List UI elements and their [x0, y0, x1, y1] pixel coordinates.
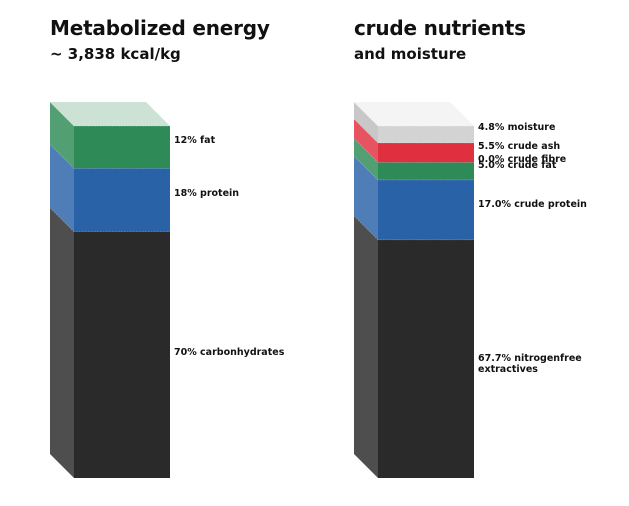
- energy-segment-protein-front: [74, 168, 170, 232]
- energy-label-fat: 12% fat: [174, 135, 216, 146]
- nutrients-bar-top-cap: [354, 102, 474, 126]
- nutrients-stacked-bar: 67.7% nitrogenfree extractives 17.0% crude…: [353, 101, 587, 479]
- nutrients-chart-title: crude nutrients: [354, 16, 526, 40]
- nutrients-label-protein: 17.0% crude protein: [478, 199, 587, 210]
- energy-segment-carbohydrates-side: [50, 207, 74, 478]
- nutrients-label-fibre: 0.0% crude fibre: [478, 154, 566, 165]
- energy-segment-carbohydrates-front: [74, 231, 170, 478]
- nutrients-segment-ash-side: [354, 118, 378, 163]
- energy-segment-fat-side: [50, 102, 74, 169]
- nutrients-label-moisture: 4.8% moisture: [478, 122, 555, 133]
- energy-label-carbohydrates: 70% carbonhydrates: [174, 347, 285, 358]
- nutrients-label-fat: 5.0% crude fat: [478, 160, 557, 171]
- energy-chart-subtitle: ~ 3,838 kcal/kg: [50, 45, 181, 63]
- nutrients-label-ash: 5.5% crude ash: [478, 141, 560, 152]
- nutrients-segment-nitrogenfree: [353, 215, 474, 479]
- energy-bar-top-cap: [50, 102, 170, 126]
- nutrients-segment-fat-front: [378, 162, 474, 180]
- energy-chart-title: Metabolized energy: [50, 16, 270, 40]
- nutrients-segment-moisture-side: [354, 102, 378, 143]
- nutrients-segment-nitrogenfree-front: [378, 239, 474, 478]
- nutrients-segment-ash-front: [378, 142, 474, 163]
- nutrients-label-nitrogenfree: 67.7% nitrogenfree extractives: [478, 353, 582, 375]
- nutrients-chart-subtitle: and moisture: [354, 45, 467, 63]
- nutrients-segment-protein-front: [378, 179, 474, 240]
- energy-segment-fat-front: [74, 126, 170, 169]
- nutrients-segment-protein-side: [354, 155, 378, 240]
- energy-segment-carbohydrates: [49, 207, 170, 478]
- energy-segment-protein-side: [50, 144, 74, 232]
- energy-stacked-bar: 70% carbonhydrates 18% protein 12% fat: [49, 101, 285, 478]
- energy-segment-fat: [49, 101, 170, 169]
- nutrients-segment-moisture-front: [378, 126, 474, 143]
- nutrients-segment-nitrogenfree-side: [354, 215, 378, 479]
- nutrients-segment-fat-side: [354, 138, 378, 180]
- energy-label-protein: 18% protein: [174, 188, 239, 199]
